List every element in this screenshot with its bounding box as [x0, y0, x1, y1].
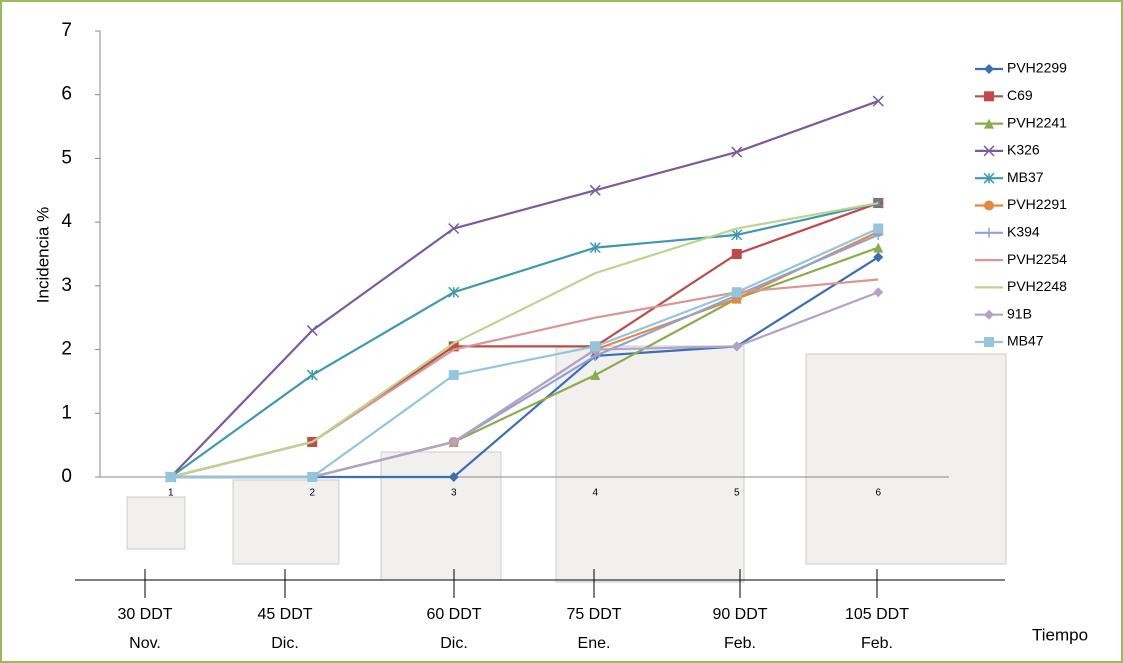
marker — [731, 249, 742, 259]
legend-label: MB37 — [1007, 169, 1044, 185]
marker — [984, 337, 994, 347]
x-tick-label: 1 — [168, 488, 174, 499]
legend-item: K394 — [975, 224, 1040, 240]
marker — [590, 341, 601, 352]
plant-illustrations — [126, 345, 1007, 583]
x-tick-label: 6 — [875, 488, 881, 499]
legend-label: K326 — [1007, 142, 1040, 158]
marker — [984, 91, 994, 102]
series — [170, 201, 879, 479]
legend-item: MB47 — [975, 333, 1044, 349]
marker — [307, 472, 318, 482]
marker — [984, 227, 994, 238]
legend-label: PVH2291 — [1007, 196, 1067, 212]
marker — [590, 370, 601, 381]
legend-label: C69 — [1007, 87, 1033, 103]
legend-item: C69 — [975, 87, 1033, 103]
time-label: 90 DDT — [712, 606, 767, 623]
marker — [984, 118, 994, 129]
series — [165, 95, 884, 483]
marker — [873, 223, 884, 234]
y-tick-label: 0 — [61, 466, 72, 487]
legend-item: PVH2299 — [975, 60, 1067, 76]
series-line — [170, 201, 879, 479]
marker — [873, 242, 884, 253]
y-tick-label: 6 — [61, 84, 72, 105]
marker — [448, 341, 459, 352]
legend-item: PVH2291 — [975, 196, 1067, 212]
y-tick-label: 5 — [61, 147, 72, 168]
time-label: 75 DDT — [566, 606, 621, 623]
legend-item: 91B — [975, 305, 1032, 321]
legend-item: MB37 — [975, 169, 1044, 185]
marker — [448, 472, 459, 482]
y-tick-label: 4 — [61, 211, 72, 232]
marker — [872, 95, 884, 107]
marker — [589, 184, 601, 196]
y-tick-label: 3 — [61, 275, 72, 296]
marker — [448, 222, 460, 235]
x-tick-label: 5 — [734, 488, 740, 499]
legend-item: PVH2241 — [975, 114, 1067, 130]
time-axis-title: Tiempo — [1032, 625, 1088, 644]
series-line — [170, 227, 879, 479]
legend-label: 91B — [1007, 305, 1032, 321]
legend-label: PVH2241 — [1007, 114, 1067, 130]
marker — [448, 436, 459, 447]
x-tick-label: 3 — [451, 488, 457, 499]
time-label: 30 DDT — [117, 606, 172, 623]
time-label: Feb. — [724, 635, 756, 652]
time-label: 60 DDT — [426, 606, 481, 623]
series — [165, 223, 884, 482]
marker — [306, 324, 318, 336]
time-label: Feb. — [861, 635, 893, 652]
legend-item: PVH2254 — [975, 251, 1067, 267]
time-label: Dic. — [271, 635, 299, 652]
y-tick-label: 7 — [61, 20, 72, 41]
time-label: Nov. — [129, 635, 161, 652]
marker — [448, 286, 460, 298]
legend-item: K326 — [975, 142, 1040, 158]
marker — [873, 252, 884, 263]
marker — [731, 229, 743, 241]
marker — [983, 172, 995, 184]
legend-item: PVH2248 — [975, 278, 1067, 294]
x-tick-label: 4 — [592, 488, 598, 499]
marker — [589, 242, 601, 254]
time-label: Dic. — [440, 635, 468, 652]
y-axis-title: Incidencia % — [33, 207, 52, 303]
marker — [165, 472, 176, 482]
marker — [873, 287, 884, 298]
time-label: Ene. — [578, 635, 611, 652]
series-line — [169, 100, 879, 478]
x-tick-label: 2 — [309, 488, 315, 499]
legend-label: MB47 — [1007, 333, 1044, 349]
legend-label: K394 — [1007, 224, 1040, 240]
series-line — [170, 201, 879, 478]
legend-label: PVH2299 — [1007, 60, 1067, 76]
marker — [731, 287, 742, 298]
y-tick-label: 2 — [61, 339, 72, 360]
marker — [448, 370, 459, 381]
marker — [731, 146, 743, 158]
legend-label: PVH2248 — [1007, 278, 1067, 294]
marker — [984, 309, 994, 320]
marker — [306, 369, 318, 381]
marker — [731, 341, 742, 352]
y-tick-label: 1 — [61, 402, 72, 423]
marker — [984, 200, 994, 211]
legend-label: PVH2254 — [1007, 251, 1067, 267]
time-label: 45 DDT — [257, 606, 312, 623]
time-label: 105 DDT — [845, 606, 909, 623]
marker — [983, 145, 995, 157]
marker — [984, 64, 994, 74]
